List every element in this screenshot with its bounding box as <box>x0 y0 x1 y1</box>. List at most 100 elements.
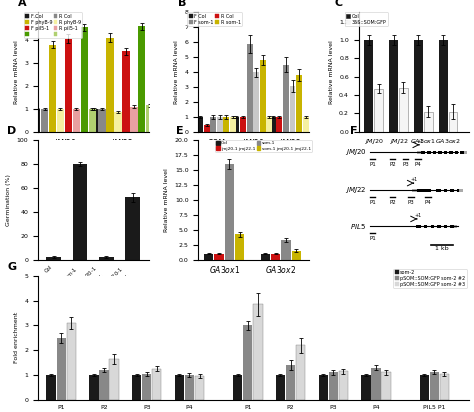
Bar <box>214 254 224 260</box>
Bar <box>270 117 276 132</box>
Bar <box>444 150 447 154</box>
Bar <box>276 375 285 400</box>
Bar <box>266 117 272 132</box>
Bar <box>49 44 56 132</box>
Bar <box>89 375 99 400</box>
Bar <box>81 27 88 132</box>
Y-axis label: Relative mRNA level: Relative mRNA level <box>14 40 18 104</box>
Bar <box>303 117 309 132</box>
Text: P4: P4 <box>414 162 421 166</box>
Bar <box>412 189 417 192</box>
Bar <box>449 150 453 154</box>
Bar <box>67 323 76 400</box>
Bar <box>230 117 236 132</box>
Bar <box>122 52 129 132</box>
Bar <box>444 225 447 227</box>
Y-axis label: Relative mRNA level: Relative mRNA level <box>174 40 179 104</box>
Text: P4: P4 <box>424 200 431 205</box>
Bar <box>73 164 87 260</box>
Bar <box>450 225 454 227</box>
Text: P3: P3 <box>402 162 409 166</box>
Bar <box>41 109 48 132</box>
Bar <box>253 304 263 400</box>
Bar <box>234 117 239 132</box>
Bar <box>126 197 140 260</box>
Text: +1: +1 <box>416 139 423 144</box>
Bar <box>459 189 463 192</box>
Bar <box>246 44 253 132</box>
Text: P1: P1 <box>369 162 376 166</box>
Bar <box>223 117 229 132</box>
Bar <box>46 375 56 400</box>
Text: P2: P2 <box>389 200 396 205</box>
Bar <box>276 117 283 132</box>
Bar <box>454 225 457 227</box>
Bar <box>439 40 448 132</box>
Bar <box>261 254 270 260</box>
Bar <box>253 72 259 132</box>
Bar <box>420 150 425 154</box>
Text: B: B <box>178 0 187 8</box>
Bar <box>319 375 328 400</box>
Bar <box>233 375 242 400</box>
Text: P1: P1 <box>369 200 376 205</box>
Bar <box>146 105 154 132</box>
Legend: som-2, pSOM::SOM:GFP som-2 #2, pSOM::SOM:GFP som-2 #3: som-2, pSOM::SOM:GFP som-2 #2, pSOM::SOM… <box>393 269 467 288</box>
Bar <box>374 89 383 132</box>
Bar <box>243 325 253 400</box>
Bar <box>152 369 162 400</box>
Bar <box>99 257 114 260</box>
Bar <box>73 109 80 132</box>
Bar <box>99 109 106 132</box>
Bar <box>296 75 302 132</box>
Bar <box>328 372 338 400</box>
Bar <box>389 40 398 132</box>
Bar <box>382 372 391 400</box>
Bar <box>371 368 381 400</box>
Bar <box>464 150 467 154</box>
Bar <box>33 109 40 132</box>
Bar <box>437 225 440 227</box>
Bar <box>114 112 121 132</box>
Bar <box>142 374 151 400</box>
Bar <box>424 112 433 132</box>
Bar <box>100 370 109 400</box>
Bar <box>260 60 265 132</box>
Bar <box>424 225 427 227</box>
Text: $\it{JMJ20}$: $\it{JMJ20}$ <box>345 147 366 157</box>
Bar <box>235 234 244 260</box>
Text: A: A <box>18 0 27 8</box>
Legend: Col, 35S::SOM:GFP: Col, 35S::SOM:GFP <box>345 12 388 26</box>
Bar <box>132 375 141 400</box>
Bar <box>416 225 420 227</box>
Bar <box>455 150 458 154</box>
Bar <box>450 189 454 192</box>
Bar <box>283 65 289 132</box>
Bar <box>89 109 96 132</box>
Text: 1 kb: 1 kb <box>435 246 448 251</box>
Text: C: C <box>334 0 342 8</box>
Bar <box>56 338 66 400</box>
Bar <box>204 254 213 260</box>
Bar <box>419 375 429 400</box>
Bar <box>286 365 295 400</box>
Bar <box>197 117 203 132</box>
Bar <box>427 150 430 154</box>
Text: $\it{JMJ22}$: $\it{JMJ22}$ <box>345 185 366 195</box>
Bar <box>109 359 118 400</box>
Bar <box>217 117 223 132</box>
Bar <box>444 189 447 192</box>
Bar <box>185 375 194 400</box>
Y-axis label: Relative mRNA level: Relative mRNA level <box>164 168 169 232</box>
Bar <box>57 109 64 132</box>
Text: $\it{PIL5}$: $\it{PIL5}$ <box>350 222 366 231</box>
Bar <box>460 150 464 154</box>
Text: +1: +1 <box>410 177 418 182</box>
Bar <box>296 345 305 400</box>
Bar <box>449 112 457 132</box>
Text: P2: P2 <box>389 162 396 166</box>
Bar <box>433 150 436 154</box>
Bar <box>282 240 291 260</box>
Legend: F Col, F phyB-9, F pil5-1, , R Col, R phyB-9, R pil5-1, : F Col, F phyB-9, F pil5-1, , R Col, R ph… <box>24 12 82 38</box>
Bar <box>440 374 449 400</box>
